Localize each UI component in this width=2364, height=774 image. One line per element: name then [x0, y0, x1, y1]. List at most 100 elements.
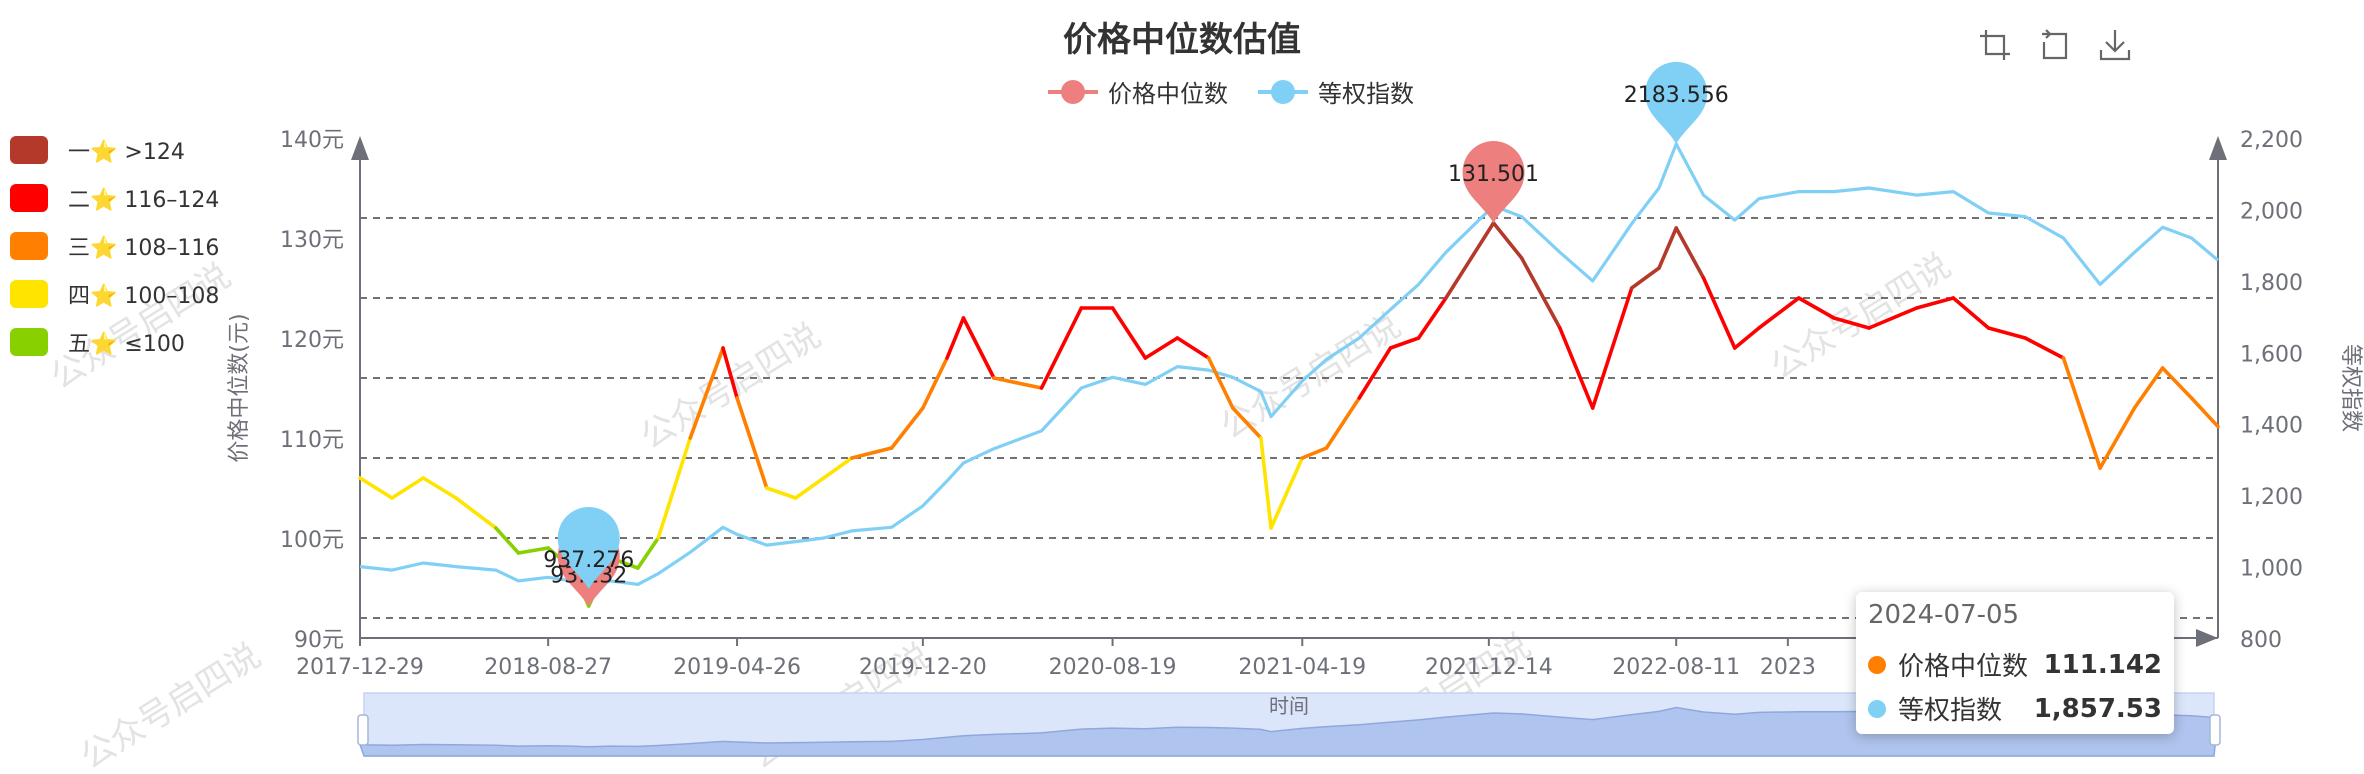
data-zoom-handle-right[interactable] [2209, 714, 2221, 746]
tooltip-series-value: 111.142 [2043, 649, 2162, 680]
series-segment-median-price [1558, 326, 1595, 410]
series-segment-median-price [1206, 356, 1235, 410]
legend-swatch-equal-weight-index [1258, 79, 1308, 104]
x-tick-label: 2018-08-27 [484, 655, 612, 680]
series-segment-median-price [2132, 366, 2165, 410]
series-segment-median-price [688, 346, 725, 440]
series-segment-median-price [735, 396, 769, 490]
x-tick-label: 2021-04-19 [1238, 655, 1366, 680]
visual-map-item-5[interactable]: 五⭐ ≤100 [10, 318, 219, 366]
download-icon[interactable] [2098, 28, 2132, 62]
x-tick-label: 2021-12-14 [1425, 655, 1553, 680]
y-axis-left-arrow [351, 136, 369, 160]
x-axis-title: 时间 [1269, 694, 1309, 718]
watermark-text: 公众号启四说 [1764, 246, 1958, 388]
chart-title: 价格中位数估值 [1063, 20, 1301, 60]
y-tick-label-right: 1,200 [2240, 485, 2303, 510]
x-tick-label: 2020-08-19 [1049, 655, 1177, 680]
series-segment-median-price [1590, 286, 1634, 410]
legend-label-equal-weight-index: 等权指数 [1318, 80, 1414, 108]
series-segment-median-price [1230, 406, 1263, 440]
series-segment-median-price [1657, 226, 1679, 270]
series-segment-median-price [656, 436, 693, 540]
marker-min-index-pin [557, 506, 620, 589]
y-axis-right-arrow [2209, 136, 2227, 160]
series-segment-median-price [2061, 356, 2102, 470]
series-segment-median-price [1629, 266, 1661, 290]
series-segment-median-price [516, 546, 550, 555]
marker-max-price-pin [1462, 140, 1525, 223]
series-segment-median-price [1444, 221, 1496, 300]
legend-item-equal-weight-index[interactable]: 等权指数 [1258, 74, 1414, 109]
series-segment-median-price [961, 316, 996, 380]
visual-map-item-2[interactable]: 二⭐ 116–124 [10, 174, 219, 222]
visual-map-label: 三⭐ 108–116 [68, 236, 220, 261]
series-segment-median-price [390, 476, 426, 500]
series-segment-median-price [889, 406, 925, 450]
tooltip-dot [1868, 655, 1886, 674]
series-segment-median-price [1416, 296, 1448, 340]
legend-label-median-price: 价格中位数 [1108, 80, 1228, 108]
visual-map-item-4[interactable]: 四⭐ 100–108 [10, 270, 219, 318]
series-segment-median-price [945, 316, 966, 360]
x-tick-label: 2019-04-26 [673, 655, 801, 680]
tooltip-series-name: 价格中位数 [1898, 652, 2029, 682]
series-segment-median-price [1143, 336, 1180, 360]
series-segment-median-price [1951, 296, 1991, 330]
y-tick-label-left: 90元 [294, 628, 344, 653]
y-tick-label-right: 1,600 [2240, 342, 2303, 367]
legend-swatch-median-price [1048, 79, 1098, 104]
series-segment-median-price [1914, 296, 1956, 310]
visual-map-item-3[interactable]: 三⭐ 108–116 [10, 222, 219, 270]
series-segment-median-price [793, 476, 826, 500]
visual-map-label: 一⭐ >124 [68, 140, 185, 165]
data-zoom-handle-left[interactable] [357, 714, 369, 746]
series-segment-median-price [764, 486, 798, 500]
marker-max-index-pin [1645, 61, 1708, 144]
chart-toolbox [1978, 28, 2132, 62]
tooltip-series-name: 等权指数 [1898, 696, 2003, 726]
watermark-text: 公众号启四说 [1214, 306, 1408, 448]
series-segment-median-price [2023, 336, 2066, 360]
x-axis-arrow [2196, 629, 2218, 647]
y-tick-label-right: 2,200 [2240, 128, 2303, 153]
tooltip-date: 2024-07-05 [1868, 600, 2020, 630]
x-tick-label: 2019-12-20 [859, 655, 987, 680]
visual-map-item-1[interactable]: 一⭐ >124 [10, 126, 219, 174]
visual-map-swatch [10, 280, 48, 308]
marker-max-price-label: 131.501 [1448, 162, 1539, 187]
watermark-text: 公众号启四说 [74, 636, 268, 774]
tooltip-series-value: 1,857.53 [2033, 693, 2162, 724]
series-segment-median-price [1259, 436, 1273, 530]
legend-item-median-price[interactable]: 价格中位数 [1048, 74, 1228, 109]
series-segment-median-price [2098, 406, 2137, 470]
series-segment-median-price [1674, 226, 1706, 280]
tooltip-row-equal-weight-index: 等权指数 1,857.53 [1868, 690, 2162, 727]
chart-tooltip: 2024-07-05 价格中位数 111.142 等权指数 1,857.53 [1856, 592, 2174, 734]
x-tick-label: 2022-08-11 [1612, 655, 1740, 680]
series-segment-median-price [1300, 446, 1329, 460]
visual-map-swatch [10, 136, 48, 164]
series-segment-median-price [1986, 326, 2027, 340]
y-tick-label-left: 140元 [280, 128, 344, 153]
y-axis-left-title: 价格中位数(元) [227, 313, 252, 462]
series-segment-median-price [454, 496, 498, 530]
series-segment-median-price [1324, 396, 1362, 450]
series-segment-median-price [1110, 306, 1148, 360]
y-tick-label-left: 100元 [280, 528, 344, 553]
series-segment-median-price [1491, 221, 1524, 260]
series-segment-median-price [2189, 396, 2220, 429]
zoom-select-icon[interactable] [1978, 28, 2012, 62]
chart-legend: 价格中位数 等权指数 [1048, 74, 1414, 109]
zoom-reset-icon[interactable] [2038, 28, 2072, 62]
visual-map-swatch [10, 328, 48, 356]
series-segment-median-price [358, 476, 394, 500]
series-segment-median-price [421, 476, 458, 500]
visual-map-label: 五⭐ ≤100 [68, 332, 185, 357]
y-tick-label-right: 2,000 [2240, 199, 2303, 224]
series-segment-median-price [1796, 296, 1836, 320]
y-tick-label-right: 1,000 [2240, 557, 2303, 582]
y-tick-label-right: 800 [2240, 628, 2282, 653]
series-segment-median-price [850, 446, 894, 460]
